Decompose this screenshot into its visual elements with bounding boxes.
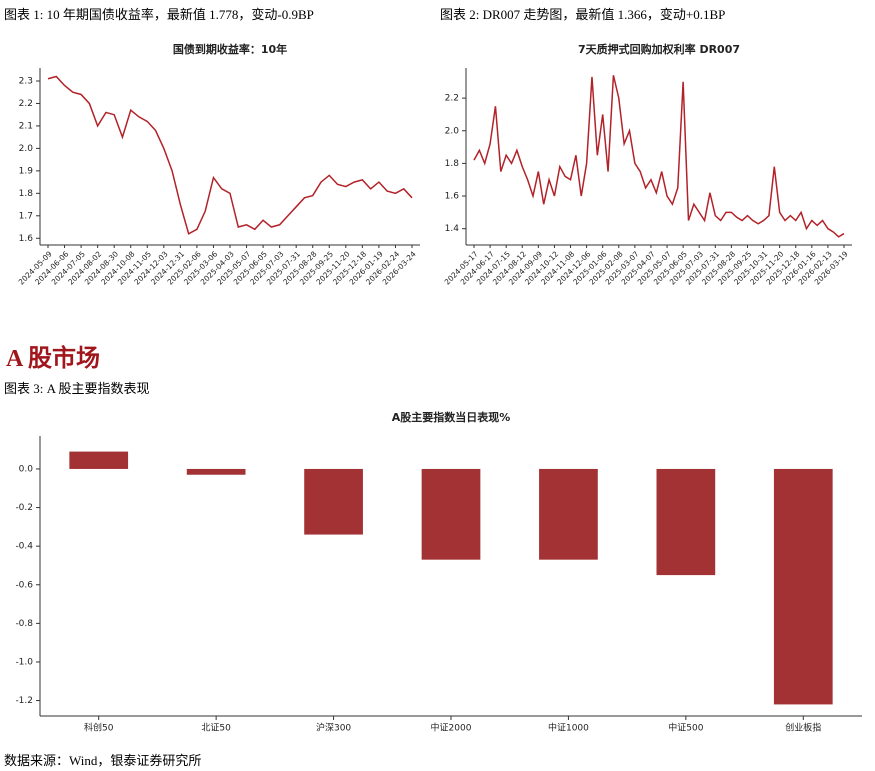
y-tick-label: 2.0 xyxy=(19,144,34,154)
bar xyxy=(656,468,716,576)
y-tick-label: -0.6 xyxy=(15,580,33,590)
x-tick-label: 中证1000 xyxy=(548,722,589,734)
chart-title: 7天质押式回购加权利率 DR007 xyxy=(578,42,740,56)
line xyxy=(47,75,413,235)
chart-title: A股主要指数当日表现% xyxy=(392,410,511,424)
bar xyxy=(539,468,598,560)
y-tick-label: -0.4 xyxy=(15,542,33,552)
y-tick-label: 1.8 xyxy=(445,159,460,169)
caption: 图表 1: 10 年期国债收益率，最新值 1.778，变动-0.9BP xyxy=(4,7,314,22)
y-tick-label: 2.3 xyxy=(19,76,33,86)
line xyxy=(473,75,845,238)
bar xyxy=(421,468,481,560)
x-tick-label: 中证500 xyxy=(668,722,703,734)
y-tick-label: 1.9 xyxy=(19,166,34,176)
bar xyxy=(773,468,833,705)
x-tick-label: 沪深300 xyxy=(316,722,351,734)
y-tick-label: 2.1 xyxy=(19,121,33,131)
x-tick-label: 中证2000 xyxy=(431,722,472,734)
bar xyxy=(69,451,129,469)
caption: 图表 2: DR007 走势图，最新值 1.366，变动+0.1BP xyxy=(440,7,726,22)
caption: 图表 3: A 股主要指数表现 xyxy=(4,381,150,396)
y-tick-label: -0.2 xyxy=(15,503,33,513)
x-tick-label: 创业板指 xyxy=(785,722,821,734)
y-tick-label: -1.2 xyxy=(15,696,33,706)
y-tick-label: 0.0 xyxy=(19,464,34,474)
y-tick-label: -1.0 xyxy=(15,657,33,667)
bar xyxy=(304,468,363,535)
y-tick-label: -0.8 xyxy=(15,619,33,629)
x-tick-label: 北证50 xyxy=(201,723,231,734)
chart-title: 国债到期收益率：10年 xyxy=(173,42,287,56)
section-heading: A 股市场 xyxy=(6,346,101,372)
y-tick-label: 1.8 xyxy=(19,189,34,199)
y-tick-label: 2.2 xyxy=(19,99,33,109)
x-tick-label: 科创50 xyxy=(84,722,114,734)
y-tick-label: 2.2 xyxy=(445,94,459,104)
bar xyxy=(186,468,246,475)
y-tick-label: 1.7 xyxy=(19,211,33,221)
y-tick-label: 1.4 xyxy=(445,224,460,234)
y-tick-label: 1.6 xyxy=(19,234,34,244)
y-tick-label: 1.6 xyxy=(445,192,460,202)
source: 数据来源：Wind，银泰证券研究所 xyxy=(4,753,202,768)
y-tick-label: 2.0 xyxy=(445,126,460,136)
